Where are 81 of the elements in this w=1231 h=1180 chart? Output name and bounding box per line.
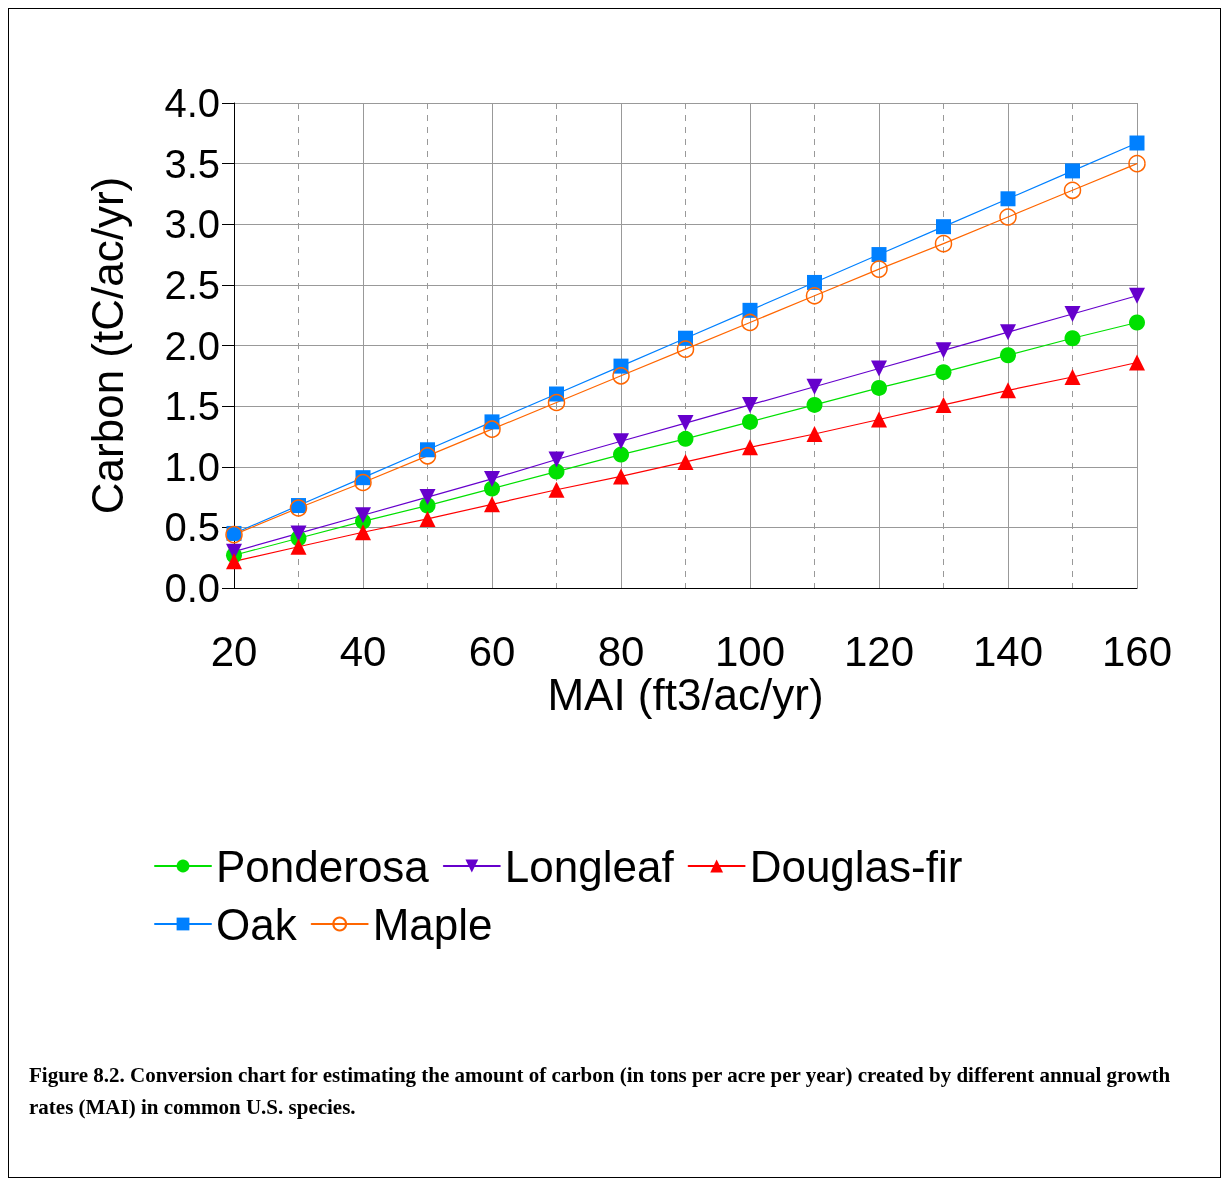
point [805,287,824,305]
point [1128,154,1146,173]
point [935,364,952,381]
point [613,468,629,485]
point [741,313,759,332]
legend-label: Ponderosa [216,841,430,891]
point [419,510,436,527]
y-tick-label: 1.5 [164,384,220,429]
point [355,524,371,541]
point [677,430,694,447]
point [290,538,307,555]
point [1129,135,1145,151]
point [806,396,823,413]
point [806,426,823,443]
point [807,274,822,290]
point [484,470,500,487]
point [1000,347,1016,364]
point [742,413,758,430]
point [484,496,500,513]
point [806,378,823,395]
point [355,507,371,524]
point [870,260,888,278]
point [547,393,566,412]
point [1063,181,1082,200]
point [742,439,758,456]
y-tick-label: 3.0 [164,202,220,247]
y-tick-label: 1.0 [164,444,220,489]
point [742,396,758,413]
point [871,247,887,263]
point [742,302,758,318]
x-tick-label: 120 [843,627,915,675]
point [1064,305,1081,322]
legend-label: Longleaf [504,841,675,891]
y-tick-label: 3.5 [164,141,220,186]
point [1000,324,1016,341]
legend-label: Oak [216,899,298,949]
point [676,340,695,358]
x-tick-label: 40 [339,627,387,675]
point [612,367,630,385]
point [677,415,694,432]
point [419,489,436,506]
point [1064,369,1081,386]
point [871,360,887,377]
point [935,396,952,413]
point [677,453,694,470]
point [548,463,565,480]
y-tick-label: 4.0 [164,81,220,125]
point [290,525,307,542]
y-tick-label: 2.5 [164,262,220,307]
y-tick-label: 0.5 [164,505,220,550]
point [1000,191,1016,207]
y-axis-title: Carbon (tC/ac/yr) [82,176,132,515]
point [871,411,887,428]
point [613,446,629,463]
y-tick-label: 0.0 [164,566,220,610]
point [934,234,953,253]
point [226,553,242,570]
x-tick-label: 60 [468,627,516,675]
legend-label: Maple [372,899,493,949]
point [999,208,1017,226]
point [418,447,437,465]
point [1129,354,1145,371]
y-tick-label: 2.0 [164,323,220,368]
point [871,379,887,396]
point [483,420,501,438]
point [613,433,629,450]
point [1129,287,1145,304]
point [1000,382,1016,399]
point [1129,314,1145,331]
point [1065,163,1080,179]
point [354,473,372,492]
legend-label: Douglas-fir [749,841,963,891]
point [548,451,565,468]
point [936,219,951,235]
point [1064,330,1081,347]
caption: Figure 8.2. Conversion chart for estimating the amount of carbon (in tons per acre per year) created by different annual growth rates (MAI) in common U.S. species. [29,1062,1172,1121]
x-tick-label: 20 [210,627,258,675]
x-tick-label: 160 [1101,627,1173,675]
point [935,342,952,359]
x-tick-label: 140 [972,627,1044,675]
point [548,481,565,498]
